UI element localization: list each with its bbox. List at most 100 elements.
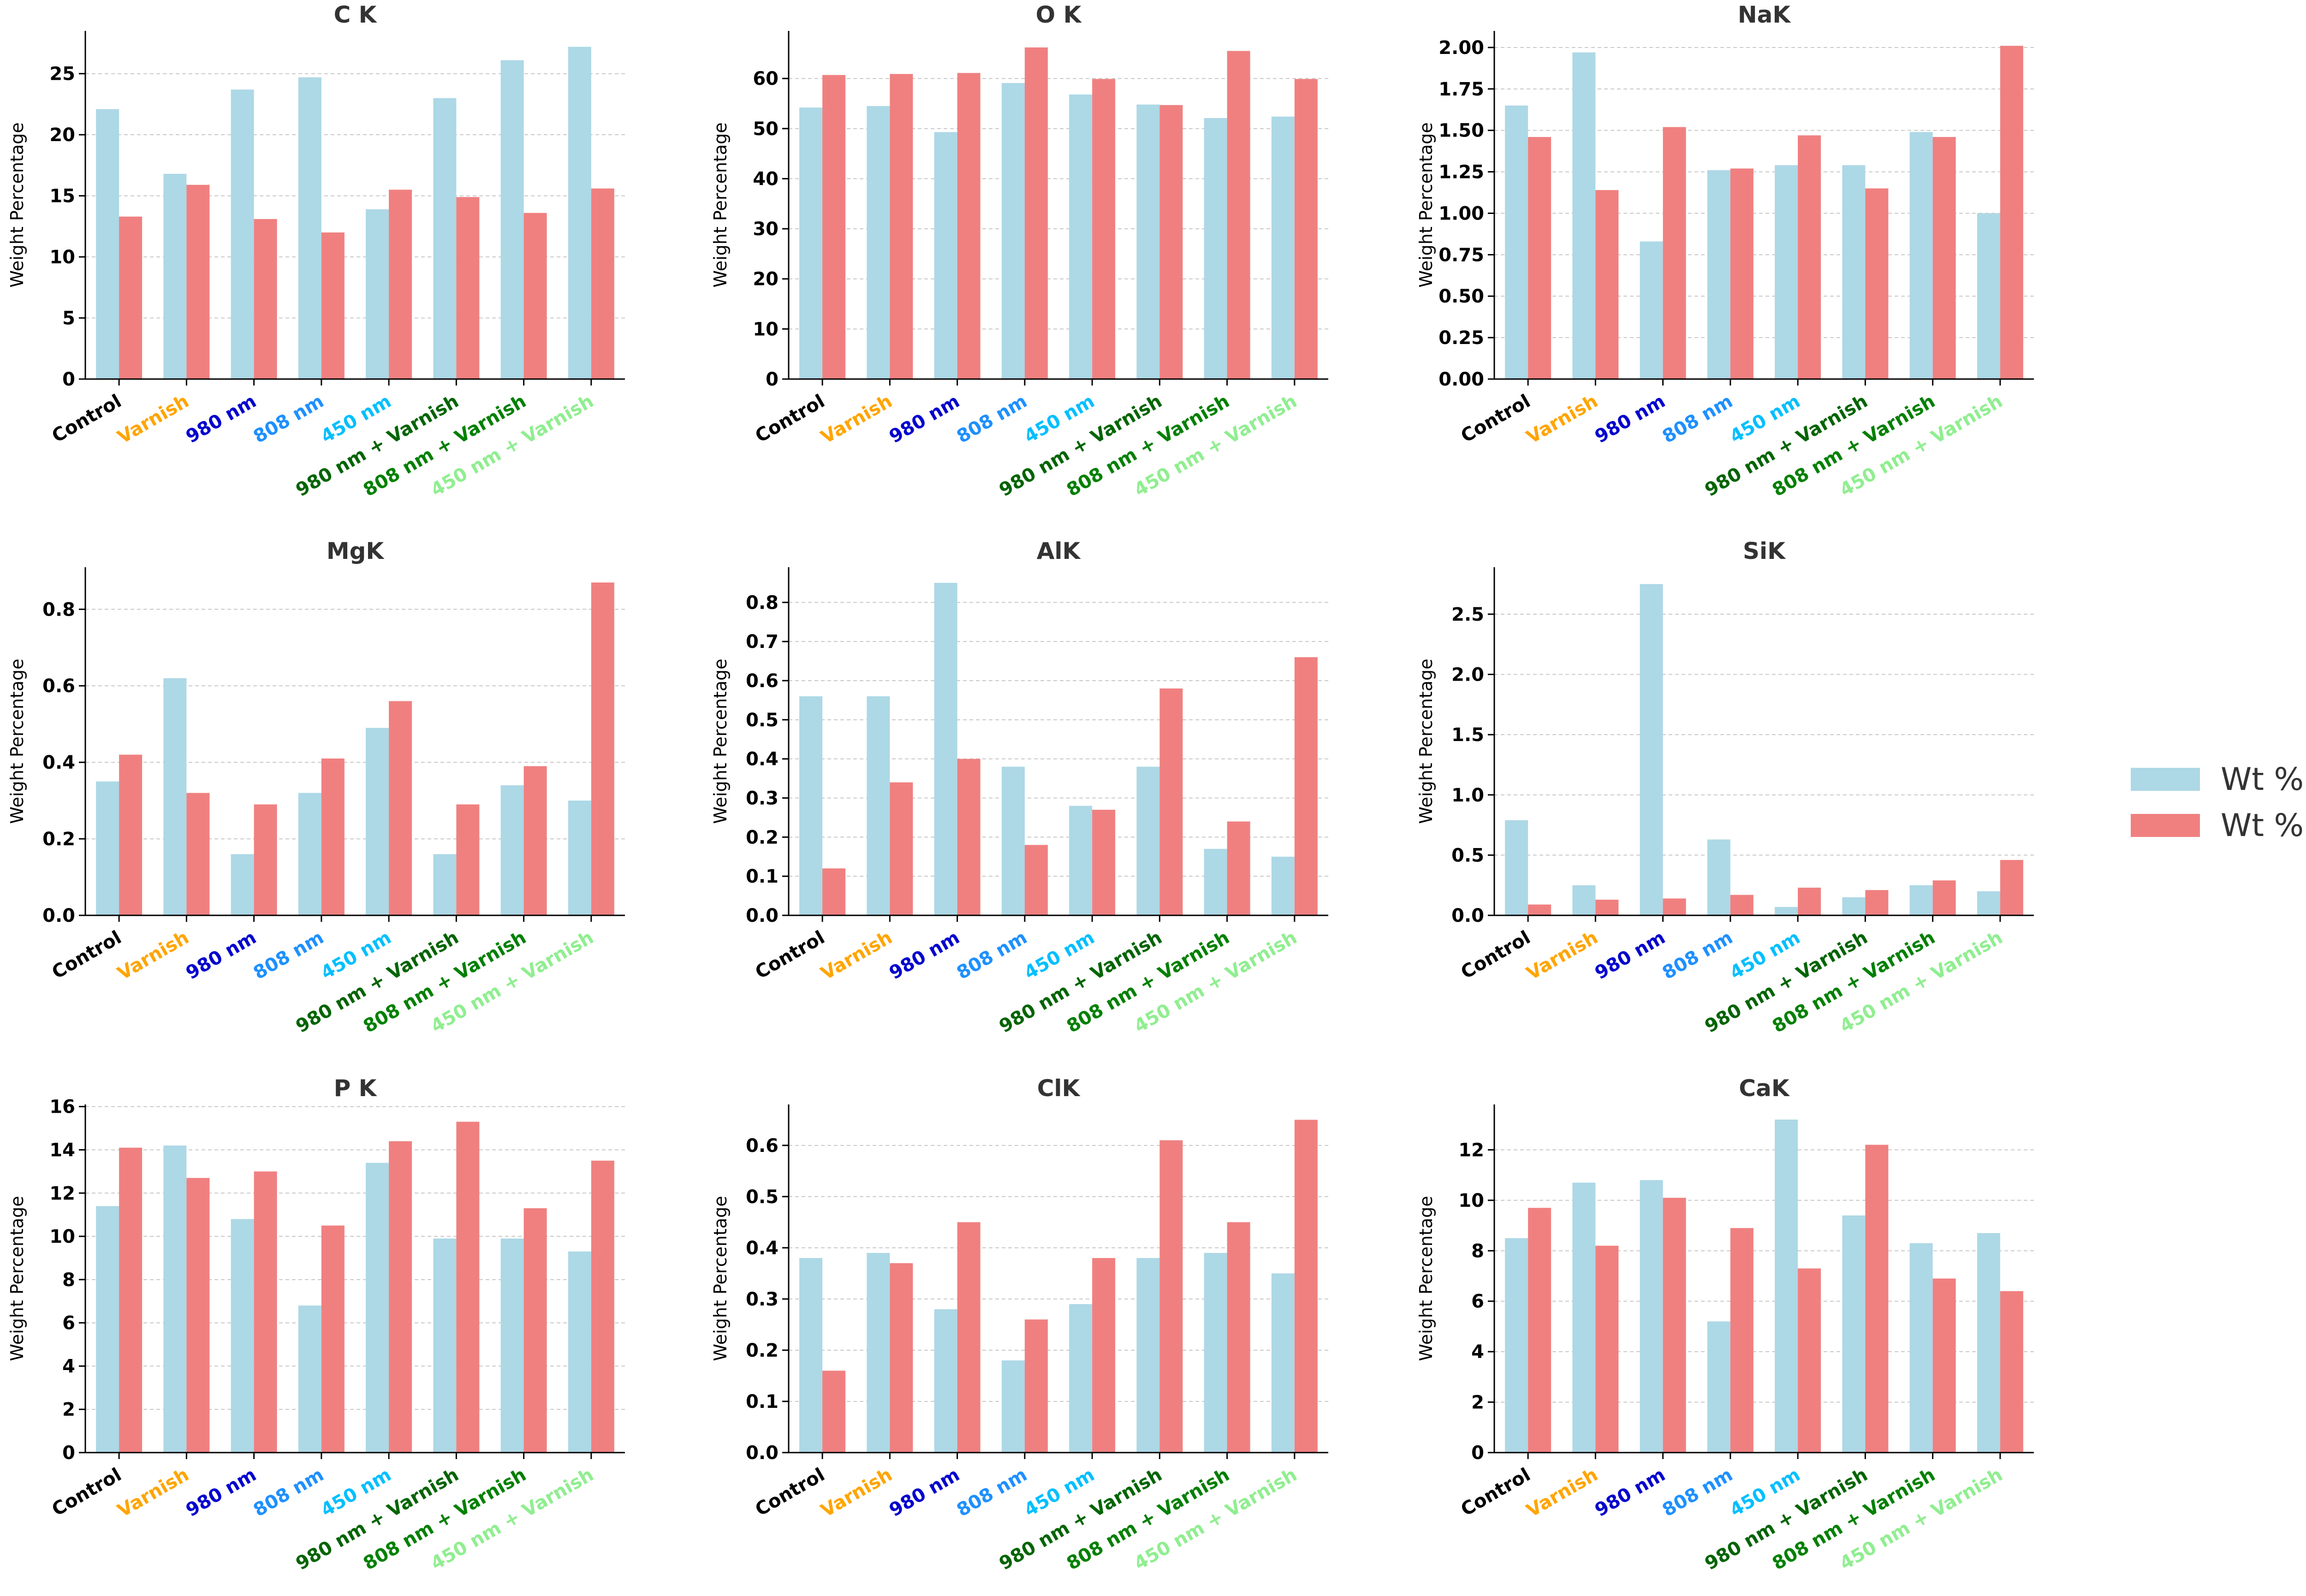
- bar-ph: [822, 868, 846, 915]
- y-tick-label: 0.5: [1451, 845, 1484, 866]
- x-tick-label: 808 nm: [953, 1464, 1031, 1521]
- bar-tx: [1909, 1243, 1933, 1453]
- bar-tx: [1136, 1258, 1160, 1453]
- x-tick-label: 808 nm: [250, 1464, 327, 1521]
- y-tick-label: 5: [62, 308, 75, 329]
- bar-tx: [163, 1145, 187, 1453]
- bar-tx: [1204, 118, 1227, 379]
- bar-tx: [96, 109, 119, 380]
- y-tick-label: 0.2: [42, 829, 75, 850]
- bar-ph: [1865, 188, 1889, 379]
- x-tick-label: 808 nm: [1659, 1464, 1736, 1521]
- y-tick-label: 0.2: [746, 1340, 779, 1361]
- chart-panel-2: 0.00 0.25 0.50 0.75 1.00 1.25 1.50 1.75 2.00 Cont…: [1416, 1, 2034, 501]
- y-tick-label: 40: [753, 168, 779, 190]
- bar-tx: [1572, 885, 1596, 915]
- bar-tx: [298, 793, 321, 915]
- legend-label-ph: Wt % PH: [2221, 807, 2306, 844]
- y-tick-label: 0.3: [746, 788, 779, 809]
- x-tick-label: Varnish: [1523, 391, 1601, 448]
- bar-ph: [1595, 1246, 1619, 1453]
- bar-tx: [366, 1163, 389, 1453]
- x-tick-label: Control: [1457, 391, 1534, 447]
- bar-ph: [1932, 1278, 1956, 1453]
- bar-ph: [1227, 821, 1250, 915]
- bar-tx: [1707, 839, 1730, 915]
- x-tick-label: 980 nm: [182, 391, 260, 448]
- x-tick-label: 980 nm: [1591, 391, 1669, 448]
- bar-tx: [568, 1251, 591, 1453]
- bar-tx: [1775, 907, 1798, 915]
- bar-tx: [163, 173, 187, 379]
- bar-tx: [500, 60, 524, 379]
- y-tick-label: 16: [49, 1097, 75, 1118]
- bar-ph: [591, 582, 614, 915]
- bar-ph: [1227, 51, 1250, 379]
- bar-tx: [867, 696, 890, 915]
- bar-ph: [1294, 1120, 1318, 1453]
- y-tick-label: 0.0: [746, 905, 779, 926]
- legend-label-tx: Wt % TX: [2221, 761, 2306, 798]
- y-tick-label: 50: [753, 119, 779, 140]
- bar-tx: [1707, 170, 1730, 379]
- bar-ph: [1159, 105, 1183, 379]
- y-tick-label: 0: [766, 369, 779, 390]
- x-tick-label: Varnish: [1523, 927, 1601, 985]
- bar-ph: [890, 782, 913, 915]
- chart-title: SiK: [1743, 538, 1786, 564]
- bar-tx: [799, 696, 823, 915]
- bar-ph: [1092, 809, 1116, 915]
- bar-tx: [433, 98, 457, 379]
- x-tick-label: 808 nm: [1659, 391, 1736, 448]
- bar-tx: [1271, 1273, 1295, 1453]
- chart-title: O K: [1036, 1, 1082, 28]
- y-tick-label: 20: [753, 269, 779, 290]
- y-tick-label: 0.3: [746, 1289, 779, 1310]
- bar-ph: [1663, 127, 1686, 379]
- x-tick-label: 980 nm: [1591, 927, 1669, 984]
- bar-ph: [957, 759, 981, 915]
- legend: Wt % TX Wt % PH: [2131, 756, 2306, 848]
- bar-ph: [186, 793, 210, 915]
- y-tick-label: 8: [62, 1270, 75, 1291]
- bar-tx: [1001, 766, 1025, 915]
- bar-ph: [523, 766, 547, 915]
- y-axis-label: Weight Percentage: [7, 122, 27, 287]
- bar-ph: [1024, 1319, 1048, 1453]
- bar-tx: [366, 728, 389, 915]
- bar-ph: [1294, 657, 1318, 915]
- bar-ph: [1932, 880, 1956, 915]
- bar-ph: [822, 75, 846, 380]
- bar-tx: [433, 1238, 457, 1453]
- bar-ph: [1730, 168, 1753, 379]
- y-tick-label: 2.5: [1451, 604, 1484, 625]
- bar-ph: [1294, 79, 1318, 379]
- bar-tx: [1977, 213, 2000, 379]
- bar-ph: [1159, 1140, 1183, 1453]
- bar-tx: [1136, 104, 1160, 379]
- legend-item-ph: Wt % PH: [2131, 802, 2306, 848]
- bar-ph: [456, 1121, 480, 1453]
- bar-tx: [433, 854, 457, 915]
- bar-ph: [1528, 1208, 1551, 1453]
- x-tick-label: Varnish: [1523, 1464, 1601, 1522]
- y-tick-label: 0.50: [1438, 286, 1484, 307]
- y-axis-label: Weight Percentage: [1416, 659, 1436, 824]
- y-tick-label: 0.5: [746, 1187, 779, 1208]
- bar-tx: [1069, 1304, 1093, 1453]
- y-tick-label: 0.4: [746, 749, 779, 770]
- y-tick-label: 0.4: [42, 752, 75, 773]
- bar-ph: [1663, 898, 1686, 915]
- x-tick-label: Varnish: [817, 927, 896, 985]
- bar-tx: [1001, 1360, 1025, 1453]
- x-tick-label: 980 nm: [182, 1464, 260, 1521]
- legend-swatch-tx: [2131, 768, 2200, 791]
- bar-tx: [1069, 94, 1093, 379]
- y-axis-label: Weight Percentage: [710, 122, 731, 287]
- bar-tx: [934, 582, 957, 915]
- bar-tx: [1271, 856, 1295, 915]
- y-tick-label: 0.1: [746, 866, 779, 887]
- x-tick-label: Varnish: [817, 1464, 896, 1522]
